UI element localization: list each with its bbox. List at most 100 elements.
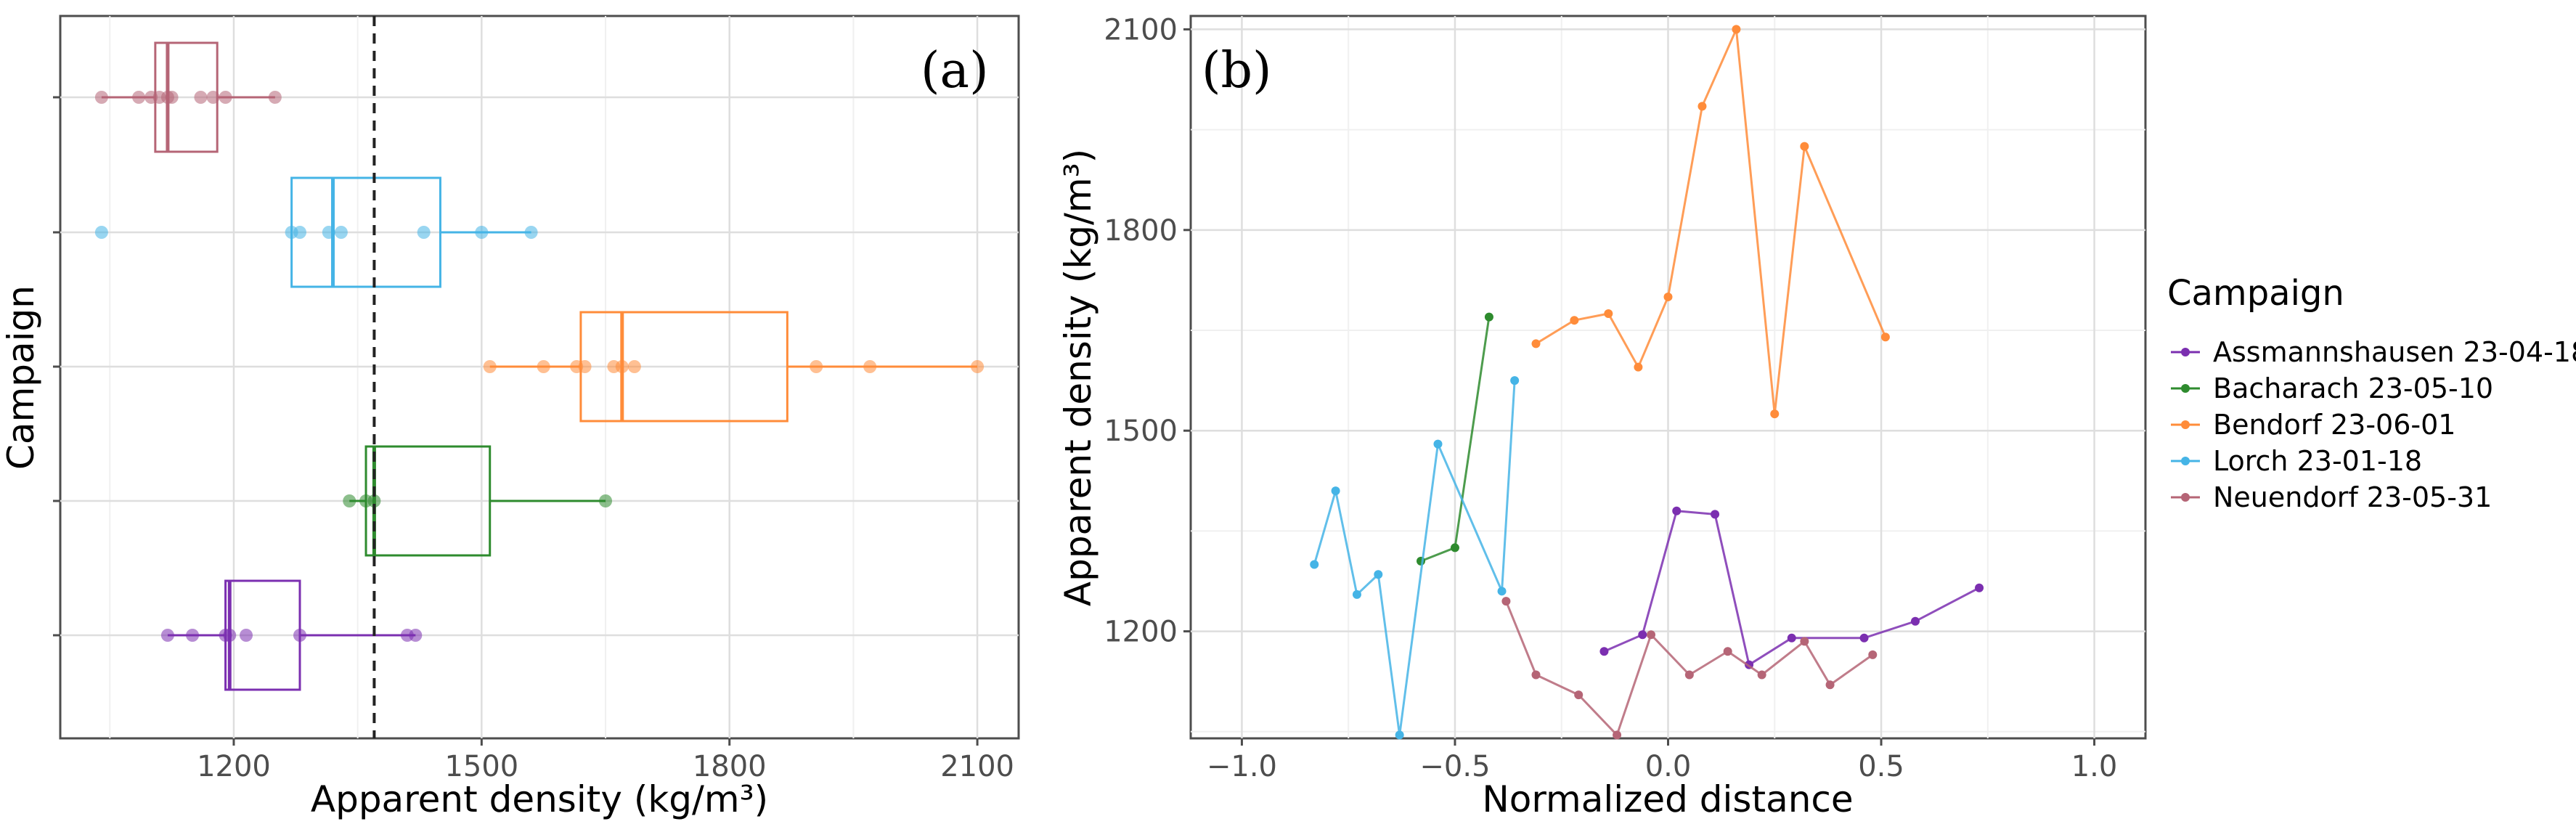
data-point [1672, 506, 1682, 515]
data-point [223, 629, 237, 642]
data-point [483, 360, 497, 373]
data-point [334, 226, 348, 239]
legend-label: Neuendorf 23-05-31 [2213, 481, 2492, 513]
legend: Campaign Assmannshausen 23-04-18 Bacharac… [2167, 273, 2576, 513]
box-assmannshausen-23-04-18 [160, 579, 423, 691]
data-point [1331, 486, 1340, 496]
panel-a-label: (a) [921, 42, 989, 99]
x-tick-label: 0.0 [1645, 750, 1692, 783]
panel-a-x-ticks: 1200 1500 1800 2100 [53, 96, 1014, 783]
panel-b-lineplot: −1.0 −0.5 0.0 0.5 1.0 1200 1500 1800 2100 (b) N… [1057, 13, 2147, 820]
data-point [417, 226, 431, 239]
panel-a-frame [59, 15, 1020, 740]
data-point [615, 360, 629, 373]
data-point [1510, 376, 1520, 386]
x-tick-label: 0.5 [1858, 750, 1904, 783]
data-point [1634, 362, 1643, 372]
panel-b-label: (b) [1202, 42, 1272, 99]
data-point [268, 91, 282, 104]
series-line [1535, 25, 1887, 415]
legend-key-point [2181, 493, 2190, 502]
data-point [1800, 637, 1809, 646]
data-point [293, 629, 306, 642]
x-tick-label: −0.5 [1419, 750, 1490, 783]
y-tick-label: 1200 [1104, 616, 1178, 649]
panel-a-grid [60, 16, 1019, 738]
data-point [1757, 670, 1766, 680]
data-point [1859, 633, 1869, 643]
data-point [1975, 583, 1984, 592]
data-point [1732, 25, 1741, 34]
box-neuendorf-23-05-31 [94, 41, 282, 153]
data-point [599, 494, 613, 507]
legend-label: Bacharach 23-05-10 [2213, 372, 2493, 404]
legend-item-bendorf-23-06-01: Bendorf 23-06-01 [2171, 409, 2455, 441]
x-tick-label: 1500 [444, 750, 518, 783]
data-point [1684, 670, 1694, 680]
legend-item-bacharach-23-05-10: Bacharach 23-05-10 [2171, 372, 2493, 404]
x-tick-label: 1800 [693, 750, 767, 783]
legend-label: Bendorf 23-06-01 [2213, 409, 2455, 441]
data-point [1604, 309, 1613, 318]
data-point [293, 226, 306, 239]
data-point [1531, 339, 1541, 348]
data-point [240, 629, 253, 642]
data-point [206, 91, 220, 104]
legend-key-point [2181, 348, 2190, 356]
y-tick-label: 1500 [1104, 415, 1178, 448]
data-point [971, 360, 985, 373]
legend-title: Campaign [2167, 273, 2344, 314]
data-point [1787, 633, 1796, 643]
data-point [1770, 409, 1780, 419]
data-point [1880, 333, 1890, 342]
data-point [1647, 630, 1656, 640]
panel-b-x-ticks: −1.0 −0.5 0.0 0.5 1.0 [1207, 738, 2117, 783]
data-point [1574, 690, 1583, 700]
data-point [1599, 647, 1609, 656]
data-point [578, 360, 592, 373]
series-neuendorf-23-05-31 [1501, 597, 1878, 740]
legend-item-assmannshausen-23-04-18: Assmannshausen 23-04-18 [2171, 336, 2576, 368]
x-tick-label: 1.0 [2071, 750, 2118, 783]
x-tick-label: 2100 [940, 750, 1014, 783]
data-point [863, 360, 877, 373]
legend-key-point [2181, 457, 2190, 465]
data-point [1570, 316, 1579, 325]
legend-label: Assmannshausen 23-04-18 [2213, 336, 2576, 368]
data-point [475, 226, 489, 239]
x-tick-label: 1200 [197, 750, 271, 783]
panel-a-boxplot: 1200 1500 1800 2100 (a) Apparent density (k… [0, 15, 1020, 820]
data-point [186, 629, 200, 642]
box-bendorf-23-06-01 [483, 311, 985, 423]
data-point [1450, 543, 1459, 552]
legend-key-point [2181, 384, 2190, 393]
series-lorch-23-01-18 [1310, 376, 1520, 740]
panel-b-y-ticks: 1200 1500 1800 2100 [1104, 13, 1191, 649]
data-point [1663, 292, 1673, 301]
data-point [1613, 730, 1622, 740]
data-point [1310, 560, 1319, 569]
panel-a-y-axis-title: Campaign [0, 285, 42, 470]
legend-key-point [2181, 420, 2190, 429]
legend-item-lorch-23-01-18: Lorch 23-01-18 [2171, 445, 2422, 477]
legend-label: Lorch 23-01-18 [2213, 445, 2422, 477]
data-point [1374, 570, 1383, 579]
panel-b-x-axis-title: Normalized distance [1482, 778, 1853, 820]
data-point [1800, 142, 1809, 151]
data-point [132, 91, 146, 104]
data-point [1501, 597, 1511, 606]
data-point [1352, 590, 1361, 599]
data-point [160, 629, 174, 642]
data-point [1910, 616, 1920, 626]
data-point [524, 226, 538, 239]
data-point [322, 226, 335, 239]
y-tick-label: 1800 [1104, 214, 1178, 248]
data-point [1484, 312, 1493, 322]
x-tick-label: −1.0 [1207, 750, 1277, 783]
panel-b-marks [1310, 25, 1984, 740]
data-point [1531, 670, 1541, 680]
panel-b-y-axis-title: Apparent density (kg/m³) [1057, 149, 1099, 606]
data-point [537, 360, 550, 373]
data-point [1711, 510, 1720, 519]
